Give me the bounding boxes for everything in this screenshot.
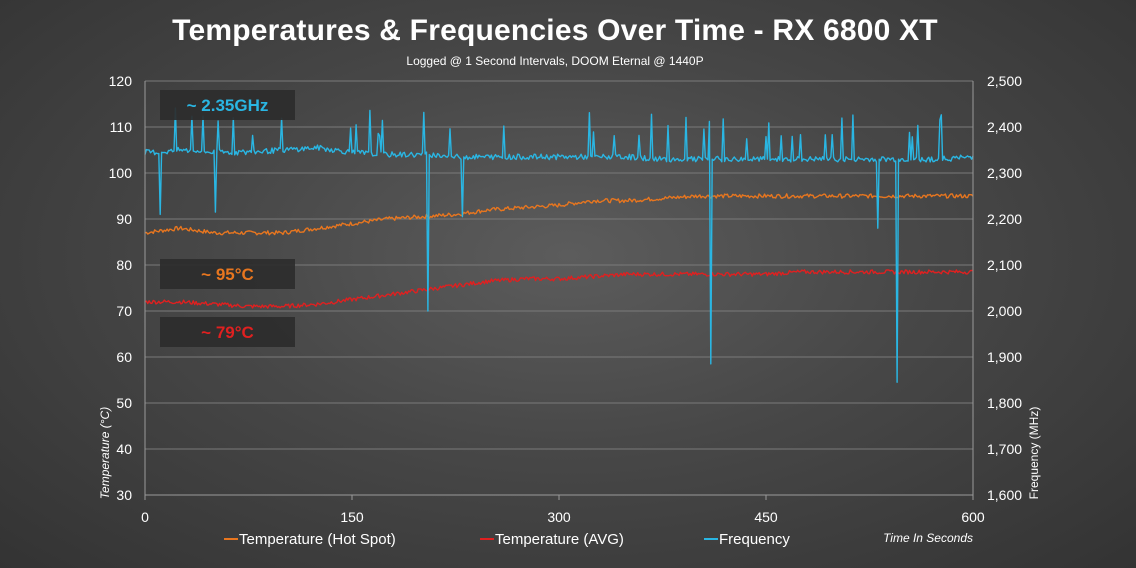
y-right-tick-label: 1,700 <box>987 441 1022 457</box>
x-tick-label: 150 <box>340 509 364 525</box>
y-right-tick-label: 2,400 <box>987 119 1022 135</box>
annotation-label: ~ 79°C <box>201 323 254 342</box>
annotation-label: ~ 2.35GHz <box>187 96 269 115</box>
y-left-tick-label: 40 <box>116 441 132 457</box>
y-right-tick-label: 1,900 <box>987 349 1022 365</box>
y-right-tick-label: 1,800 <box>987 395 1022 411</box>
y-left-tick-label: 60 <box>116 349 132 365</box>
y-left-tick-label: 70 <box>116 303 132 319</box>
y-left-tick-label: 30 <box>116 487 132 503</box>
x-tick-label: 300 <box>547 509 571 525</box>
chart-subtitle: Logged @ 1 Second Intervals, DOOM Eterna… <box>406 54 704 68</box>
y-right-tick-label: 2,000 <box>987 303 1022 319</box>
legend-item-label: Temperature (AVG) <box>495 531 624 548</box>
series-line-2 <box>144 107 974 383</box>
annotation-box <box>160 259 295 289</box>
y-left-tick-label: 50 <box>116 395 132 411</box>
annotation-label: ~ 95°C <box>201 265 254 284</box>
y-left-tick-label: 90 <box>116 211 132 227</box>
y-right-axis-title: Frequency (MHz) <box>1027 407 1041 500</box>
y-left-tick-label: 110 <box>110 119 133 135</box>
y-left-tick-label: 80 <box>116 257 132 273</box>
legend-item-label: Frequency <box>719 531 790 548</box>
y-right-tick-label: 1,600 <box>987 487 1022 503</box>
chart-title: Temperatures & Frequencies Over Time - R… <box>172 14 938 47</box>
series-line-0 <box>144 193 974 236</box>
y-left-axis-title: Temperature (°C) <box>98 407 112 499</box>
x-tick-label: 0 <box>141 509 149 525</box>
annotation-box <box>160 317 295 347</box>
annotation-box <box>160 90 295 120</box>
x-tick-label: 600 <box>961 509 985 525</box>
y-left-tick-label: 120 <box>109 73 133 89</box>
legend-item-label: Temperature (Hot Spot) <box>239 531 396 548</box>
y-right-tick-label: 2,200 <box>987 211 1022 227</box>
y-right-tick-label: 2,500 <box>987 73 1022 89</box>
x-axis-title: Time In Seconds <box>883 531 973 545</box>
x-tick-label: 450 <box>754 509 778 525</box>
y-left-tick-label: 100 <box>109 165 133 181</box>
y-right-tick-label: 2,300 <box>987 165 1022 181</box>
y-right-tick-label: 2,100 <box>987 257 1022 273</box>
series-line-1 <box>144 269 974 309</box>
